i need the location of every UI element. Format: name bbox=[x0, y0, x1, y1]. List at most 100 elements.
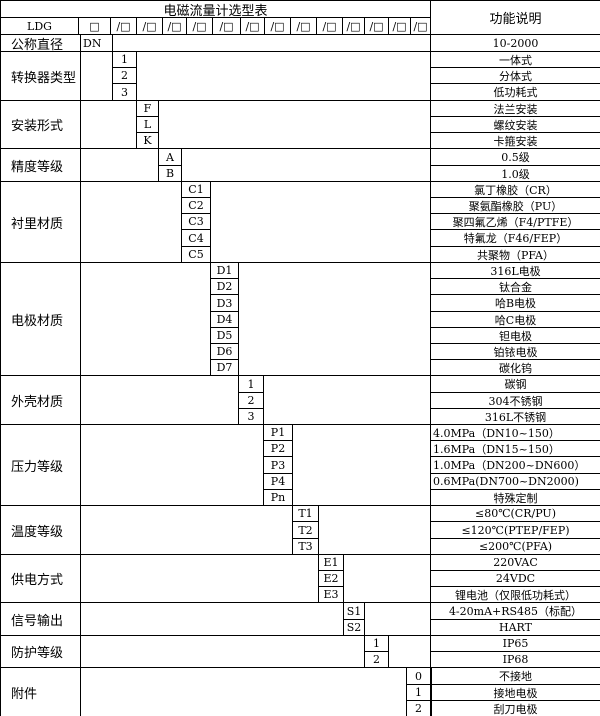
model-slot: /□ bbox=[343, 18, 365, 35]
group-label: 信号输出 bbox=[1, 603, 81, 636]
blank-cell bbox=[81, 376, 239, 425]
option-code: 2 bbox=[407, 701, 431, 716]
model-slot: /□ bbox=[187, 18, 213, 35]
blank-cell bbox=[211, 182, 431, 263]
option-code: L bbox=[137, 117, 159, 133]
option-code: E1 bbox=[319, 555, 344, 571]
function-cell: IP68 bbox=[431, 652, 600, 668]
blank-cell bbox=[81, 52, 113, 101]
option-code: D3 bbox=[211, 295, 239, 312]
function-cell: 1.0MPa（DN200~DN600） bbox=[431, 457, 600, 474]
blank-cell bbox=[431, 668, 432, 716]
function-cell: 304不锈钢 bbox=[431, 393, 600, 409]
option-code: C4 bbox=[182, 230, 211, 247]
function-cell: 316L不锈钢 bbox=[431, 409, 600, 425]
blank-cell bbox=[81, 668, 407, 716]
model-slot: /□ bbox=[265, 18, 291, 35]
nominal-label: 公称直径 bbox=[1, 35, 81, 52]
blank-cell bbox=[159, 101, 431, 149]
function-header: 功能说明 bbox=[431, 1, 600, 35]
option-code: C3 bbox=[182, 214, 211, 230]
option-code: P2 bbox=[264, 441, 293, 457]
blank-cell bbox=[81, 636, 365, 668]
blank-cell bbox=[319, 506, 431, 555]
option-code: 3 bbox=[239, 409, 264, 425]
blank-cell bbox=[81, 506, 293, 555]
blank-cell bbox=[182, 149, 431, 182]
function-cell: 共聚物（PFA） bbox=[431, 247, 600, 263]
option-code: D7 bbox=[211, 360, 239, 376]
option-code: E3 bbox=[319, 587, 344, 603]
function-cell: 氯丁橡胶（CR） bbox=[431, 182, 600, 198]
function-cell: 0.6MPa(DN700~DN2000) bbox=[431, 474, 600, 490]
model-prefix: LDG bbox=[1, 18, 79, 35]
model-slot: /□ bbox=[365, 18, 389, 35]
model-slot: /□ bbox=[291, 18, 317, 35]
group-label: 温度等级 bbox=[1, 506, 81, 555]
function-cell: 哈B电极 bbox=[431, 295, 600, 312]
blank-cell bbox=[81, 182, 182, 263]
blank-cell bbox=[81, 101, 137, 149]
model-slot: /□ bbox=[389, 18, 411, 35]
function-cell: 铂铱电极 bbox=[431, 344, 600, 360]
option-code: K bbox=[137, 133, 159, 149]
function-cell: 低功耗式 bbox=[431, 84, 600, 101]
option-code: T1 bbox=[293, 506, 319, 522]
blank-cell bbox=[264, 376, 431, 425]
model-slot: /□ bbox=[411, 18, 431, 35]
option-code: S2 bbox=[344, 620, 365, 636]
table-title: 电磁流量计选型表 bbox=[1, 1, 431, 18]
option-code: D5 bbox=[211, 328, 239, 344]
blank-cell bbox=[293, 425, 431, 506]
option-code: 2 bbox=[365, 652, 389, 668]
option-code: A bbox=[159, 149, 182, 166]
model-slot: /□ bbox=[137, 18, 163, 35]
nominal-code: DN bbox=[81, 35, 113, 52]
model-slot: /□ bbox=[111, 18, 137, 35]
option-code: D2 bbox=[211, 279, 239, 295]
function-cell: 哈C电极 bbox=[431, 312, 600, 328]
option-code: C5 bbox=[182, 247, 211, 263]
option-code: 2 bbox=[239, 393, 264, 409]
option-code: T3 bbox=[293, 539, 319, 555]
blank-cell bbox=[239, 263, 431, 376]
function-cell: 螺纹安装 bbox=[431, 117, 600, 133]
option-code: 0 bbox=[407, 668, 431, 685]
function-cell: 刮刀电极 bbox=[431, 701, 600, 716]
option-code: Pn bbox=[264, 490, 293, 506]
function-cell: IP65 bbox=[431, 636, 600, 652]
option-code: T2 bbox=[293, 522, 319, 539]
function-cell: 4-20mA+RS485（标配） bbox=[431, 603, 600, 620]
function-cell: 24VDC bbox=[431, 571, 600, 587]
function-cell: HART bbox=[431, 620, 600, 636]
function-cell: 碳化钨 bbox=[431, 360, 600, 376]
group-label: 附件 bbox=[1, 668, 81, 716]
group-label: 压力等级 bbox=[1, 425, 81, 506]
function-cell: 卡箍安装 bbox=[431, 133, 600, 149]
option-code: P4 bbox=[264, 474, 293, 490]
option-code: F bbox=[137, 101, 159, 117]
blank-cell bbox=[81, 425, 264, 506]
function-cell: 特氟龙（F46/FEP） bbox=[431, 230, 600, 247]
blank-cell bbox=[389, 636, 431, 668]
group-label: 衬里材质 bbox=[1, 182, 81, 263]
group-label: 转换器类型 bbox=[1, 52, 81, 101]
option-code: 1 bbox=[113, 52, 137, 68]
function-cell: 钛合金 bbox=[431, 279, 600, 295]
option-code: P3 bbox=[264, 457, 293, 474]
option-code: 1 bbox=[407, 685, 431, 701]
group-label: 安装形式 bbox=[1, 101, 81, 149]
option-code: D4 bbox=[211, 312, 239, 328]
blank-cell bbox=[137, 52, 431, 101]
option-code: 1 bbox=[365, 636, 389, 652]
function-cell: 聚四氟乙烯（F4/PTFE） bbox=[431, 214, 600, 230]
function-cell: 接地电极 bbox=[431, 685, 600, 701]
group-label: 外壳材质 bbox=[1, 376, 81, 425]
option-code: E2 bbox=[319, 571, 344, 587]
group-label: 精度等级 bbox=[1, 149, 81, 182]
function-cell: 锂电池（仅限低功耗式） bbox=[431, 587, 600, 603]
group-label: 供电方式 bbox=[1, 555, 81, 603]
function-cell: 4.0MPa（DN10~150） bbox=[431, 425, 600, 441]
option-code: 3 bbox=[113, 84, 137, 101]
